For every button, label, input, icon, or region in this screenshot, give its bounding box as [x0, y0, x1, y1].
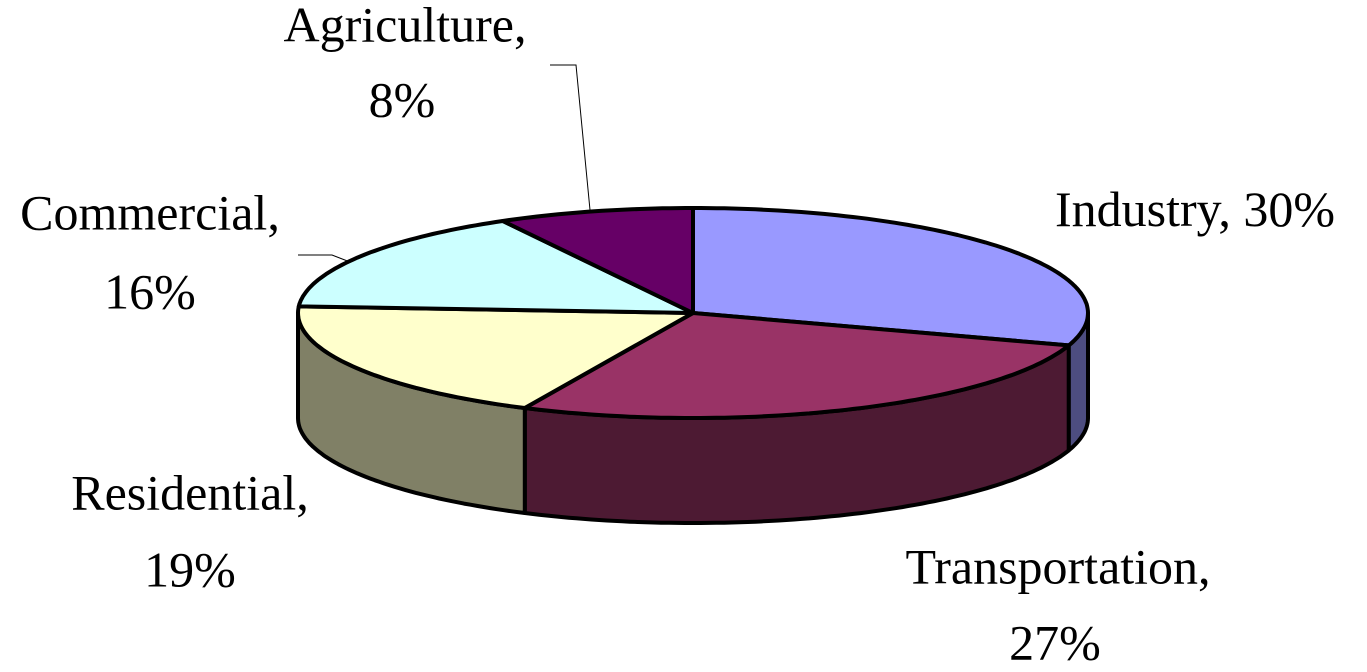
leader-lines — [298, 64, 591, 263]
pie-tops — [296, 206, 1090, 420]
pie-sides — [296, 311, 1090, 525]
data-label: Industry, 30% — [1055, 181, 1335, 237]
value-label: 8% — [369, 71, 436, 127]
pie-slice — [296, 304, 695, 410]
category-label: Commercial, — [20, 184, 280, 240]
pie-slice — [522, 311, 1071, 420]
leader-line — [550, 64, 591, 211]
value-label: 30% — [1243, 181, 1335, 237]
value-label: 19% — [144, 541, 236, 597]
value-label: 27% — [1009, 614, 1101, 670]
pie-slice — [691, 206, 1090, 348]
category-label: Agriculture, — [284, 0, 527, 52]
data-labels: Industry, 30% Transportation, 27% Residenti… — [20, 0, 1335, 670]
category-label: Industry, — [1055, 181, 1231, 237]
category-label: Transportation, — [905, 538, 1210, 594]
value-label: 16% — [104, 263, 196, 319]
pie-slice — [296, 219, 695, 315]
leader-line — [298, 254, 351, 263]
pie-slice — [500, 206, 695, 315]
category-label: Residential, — [71, 464, 308, 520]
